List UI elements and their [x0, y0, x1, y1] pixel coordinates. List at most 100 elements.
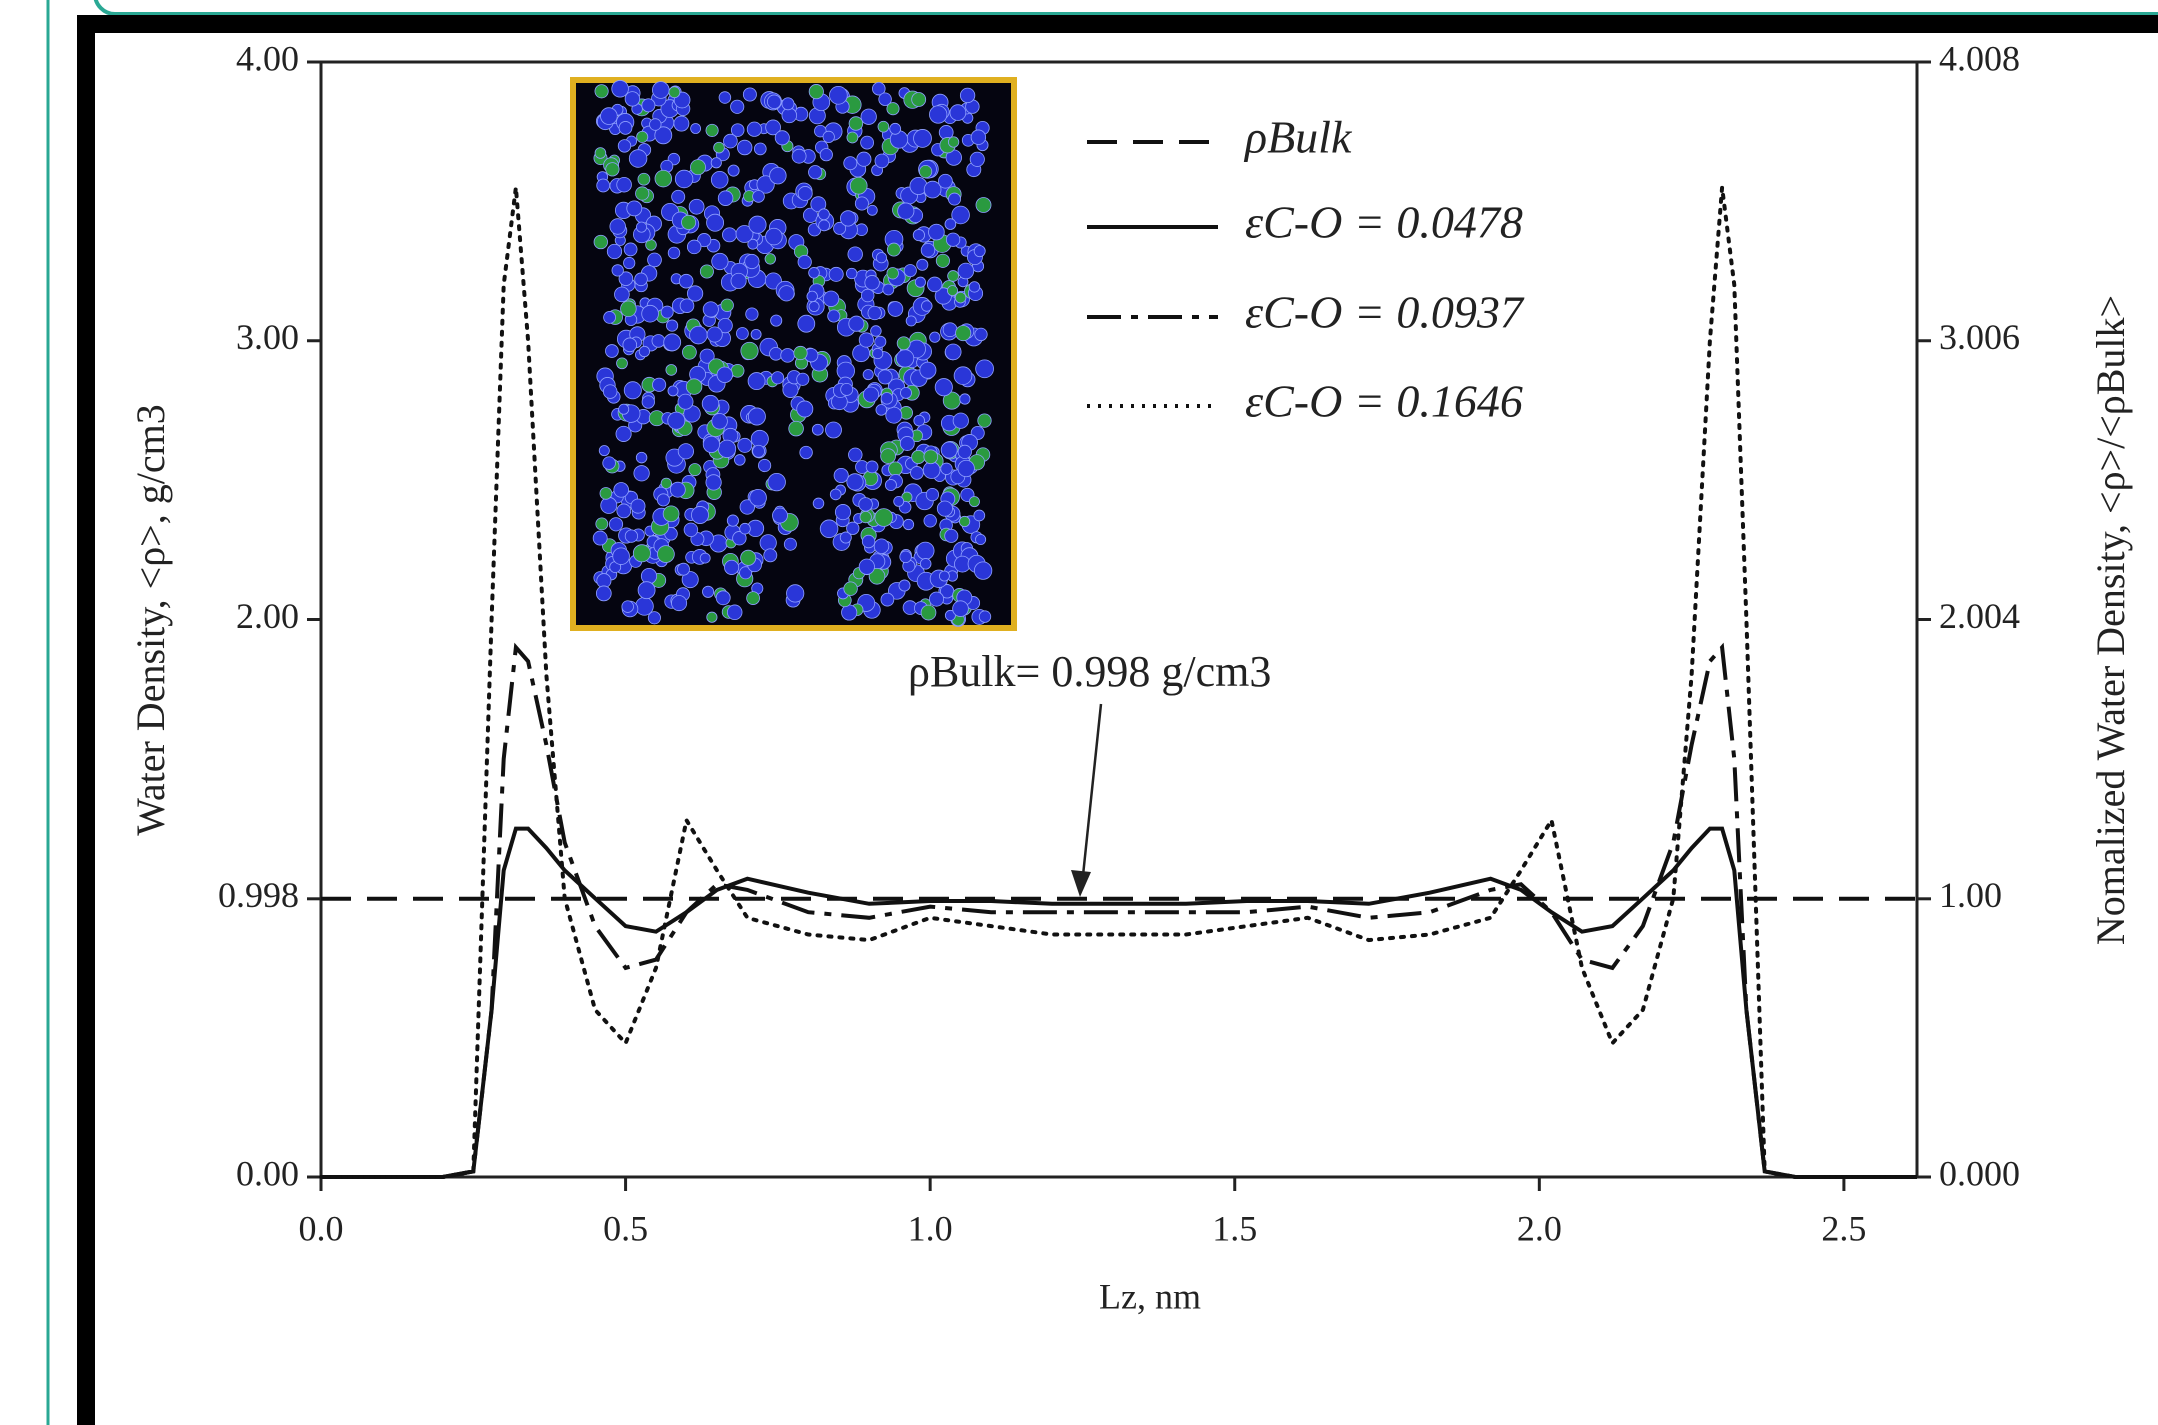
- molecule: [611, 80, 629, 98]
- molecule: [969, 151, 985, 167]
- molecule: [788, 420, 804, 437]
- molecule: [900, 386, 912, 399]
- molecule: [671, 595, 688, 612]
- molecule: [701, 394, 720, 413]
- molecule: [710, 157, 722, 169]
- molecule: [919, 558, 932, 570]
- molecule: [822, 290, 840, 307]
- molecule: [926, 276, 943, 293]
- molecule: [736, 139, 753, 156]
- molecule: [686, 239, 702, 255]
- y2-tick-label: 2.004: [1939, 596, 2020, 636]
- molecule: [600, 107, 618, 125]
- molecule: [827, 309, 841, 323]
- molecule: [829, 488, 842, 501]
- molecule: [594, 147, 607, 159]
- molecule: [596, 178, 611, 193]
- frame: [77, 15, 2158, 1425]
- molecule: [929, 105, 948, 124]
- molecule: [897, 202, 915, 220]
- molecule: [862, 386, 880, 403]
- molecule: [710, 171, 729, 189]
- molecule: [638, 345, 651, 358]
- molecule: [781, 107, 798, 124]
- molecule: [691, 506, 709, 524]
- molecule: [899, 550, 912, 564]
- molecule: [683, 522, 699, 538]
- molecule: [618, 271, 634, 286]
- molecule: [919, 361, 937, 379]
- molecule: [812, 497, 825, 510]
- molecule: [740, 549, 757, 566]
- molecule: [928, 591, 945, 607]
- molecule: [699, 348, 715, 364]
- molecule: [739, 522, 751, 535]
- molecule: [612, 547, 630, 565]
- molecule: [740, 341, 759, 360]
- molecule: [637, 581, 656, 600]
- molecule: [774, 130, 790, 146]
- molecule: [769, 347, 783, 361]
- x-tick-label: 1.5: [1212, 1208, 1257, 1248]
- molecule: [666, 319, 679, 332]
- molecule: [880, 448, 896, 464]
- molecule: [848, 116, 864, 131]
- molecule: [706, 611, 718, 623]
- molecule: [750, 328, 762, 340]
- molecule: [605, 162, 620, 177]
- molecule: [616, 176, 632, 193]
- molecule: [730, 363, 745, 378]
- molecule: [652, 377, 667, 392]
- molecule: [840, 210, 857, 227]
- molecule: [885, 406, 903, 424]
- molecule: [624, 529, 639, 543]
- molecule: [702, 585, 715, 598]
- molecule: [637, 172, 651, 186]
- molecule: [859, 510, 872, 524]
- molecule: [974, 327, 988, 342]
- molecule: [912, 229, 925, 242]
- molecule: [624, 91, 641, 107]
- molecule: [825, 421, 842, 439]
- molecule: [895, 349, 915, 368]
- y-tick-label: 4.00: [236, 38, 299, 78]
- molecule: [903, 264, 917, 278]
- molecule: [911, 92, 927, 107]
- molecule: [635, 186, 650, 201]
- molecule: [913, 129, 932, 148]
- legend-label: εC-O = 0.1646: [1245, 376, 1523, 427]
- molecule: [711, 413, 728, 430]
- molecule: [867, 305, 882, 321]
- molecule: [860, 288, 875, 303]
- molecule: [848, 447, 863, 463]
- molecule: [922, 461, 941, 479]
- molecule: [769, 167, 787, 185]
- molecule: [968, 281, 981, 293]
- molecule: [753, 142, 767, 156]
- series-line: [321, 826, 1917, 1179]
- molecule: [949, 104, 967, 121]
- molecule: [747, 372, 766, 391]
- molecule: [861, 534, 876, 549]
- molecule: [944, 218, 957, 230]
- molecule: [896, 336, 911, 351]
- molecule: [973, 561, 993, 580]
- molecule: [978, 610, 992, 623]
- molecule: [839, 531, 852, 544]
- molecule: [947, 270, 959, 282]
- molecule: [681, 571, 699, 589]
- molecule: [717, 439, 737, 459]
- molecule: [957, 262, 975, 280]
- molecule: [632, 544, 651, 563]
- molecule: [947, 285, 958, 297]
- molecule: [886, 267, 899, 280]
- molecule: [952, 412, 969, 429]
- molecule: [616, 357, 628, 370]
- molecule: [602, 456, 616, 470]
- molecule: [833, 221, 847, 235]
- molecule: [968, 496, 980, 508]
- y2-tick-label: 1.00: [1939, 875, 2002, 915]
- molecule: [875, 252, 888, 264]
- molecule: [697, 233, 712, 248]
- molecule: [690, 159, 706, 176]
